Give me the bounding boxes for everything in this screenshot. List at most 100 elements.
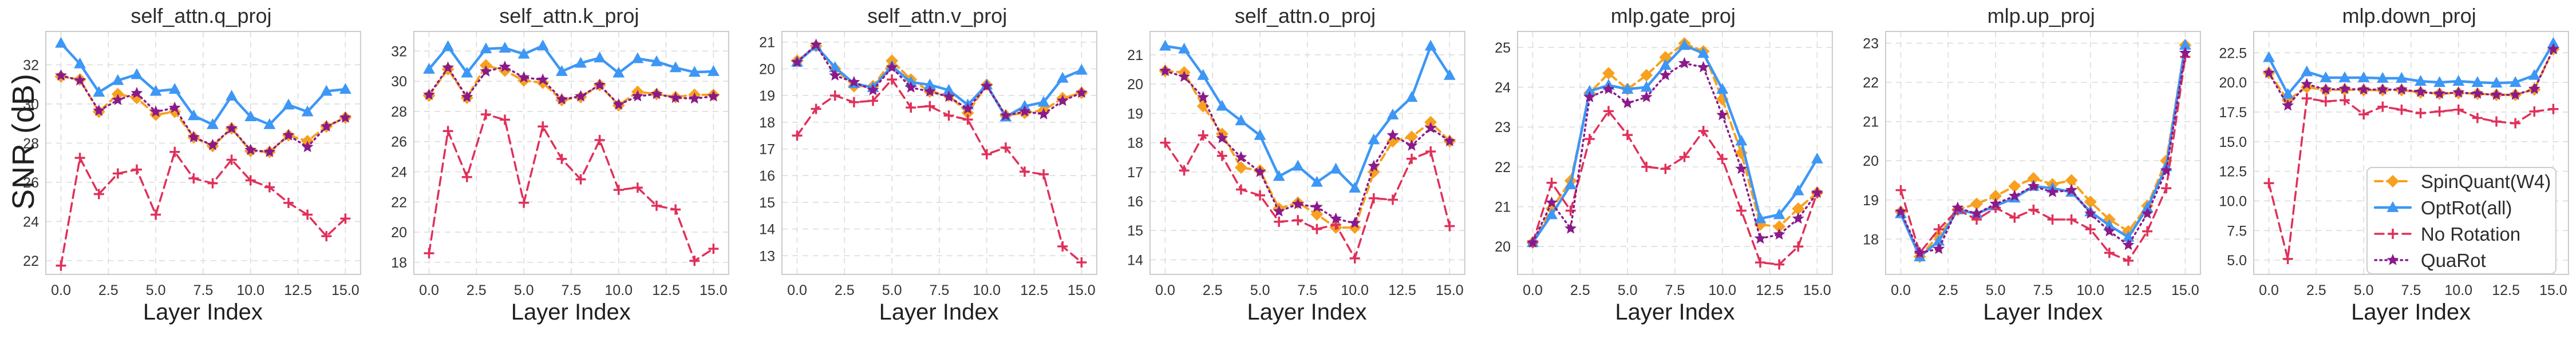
triangle-marker bbox=[613, 66, 625, 78]
y-tick-label: 20 bbox=[391, 225, 407, 241]
star-marker bbox=[1159, 65, 1171, 76]
star-marker bbox=[1291, 198, 1304, 209]
star-marker bbox=[320, 120, 333, 132]
plus-marker bbox=[2142, 226, 2153, 237]
y-tick-label: 24 bbox=[391, 164, 407, 180]
chart-panel-down-proj: mlp.down_proj 5.0 7.5 10.0 12.5 15.0 17.5 20.0… bbox=[2208, 0, 2576, 343]
star-marker bbox=[2028, 180, 2040, 192]
triangle-marker bbox=[112, 74, 124, 85]
triangle-marker bbox=[1678, 39, 1691, 50]
series-optrot-all- bbox=[422, 39, 720, 78]
series-optrot-all- bbox=[1527, 39, 1824, 248]
x-tick-label: 0.0 bbox=[1891, 282, 1911, 298]
plus-marker bbox=[264, 182, 275, 193]
chart-plot: 13 14 15 16 17 18 19 20 21 0.0 2.5 5.0 7.5 10.0 12.5 15… bbox=[759, 31, 1097, 298]
gridlines bbox=[45, 31, 361, 274]
diamond-marker bbox=[1602, 67, 1615, 80]
series-no-rotation bbox=[1527, 106, 1823, 270]
star-marker bbox=[131, 87, 143, 98]
plus-marker bbox=[811, 103, 821, 114]
star-marker bbox=[1254, 165, 1266, 177]
star-marker bbox=[1914, 246, 1926, 258]
series-no-rotation bbox=[2263, 93, 2559, 265]
star-marker bbox=[1811, 186, 1824, 198]
triangle-marker bbox=[1037, 95, 1050, 107]
series-quarot bbox=[2263, 43, 2560, 111]
y-tick-label: 26 bbox=[23, 175, 39, 191]
x-tick-label: 15.0 bbox=[331, 282, 359, 298]
plus-marker bbox=[670, 204, 681, 215]
y-tick-label: 10.0 bbox=[2219, 193, 2247, 209]
triangle-marker bbox=[923, 78, 936, 90]
star-marker bbox=[1386, 129, 1399, 141]
plus-marker bbox=[651, 200, 662, 211]
plus-marker bbox=[74, 153, 85, 163]
star-marker bbox=[1367, 159, 1380, 172]
star-marker bbox=[1754, 232, 1767, 244]
y-tick-label: 24 bbox=[1495, 80, 1511, 96]
triangle-marker bbox=[1329, 162, 1342, 174]
plus-marker bbox=[1179, 165, 1190, 176]
legend-label: No Rotation bbox=[2421, 224, 2520, 245]
star-marker bbox=[517, 71, 530, 83]
star-marker bbox=[1443, 135, 1456, 146]
x-tick-label: 10.0 bbox=[605, 282, 633, 298]
star-marker bbox=[848, 75, 860, 87]
star-marker bbox=[999, 109, 1012, 121]
star-marker bbox=[2160, 164, 2172, 176]
triangle-marker bbox=[2433, 76, 2446, 87]
plus-marker bbox=[1622, 130, 1633, 141]
plus-marker bbox=[93, 189, 104, 200]
series-quarot bbox=[791, 38, 1088, 121]
star-marker bbox=[536, 73, 549, 85]
plus-marker bbox=[226, 154, 237, 165]
x-tick-label: 0.0 bbox=[1523, 282, 1543, 298]
triangle-marker bbox=[442, 40, 454, 51]
star-marker bbox=[593, 78, 606, 90]
plus-marker bbox=[538, 121, 548, 132]
star-marker bbox=[2301, 78, 2313, 90]
triangle-marker bbox=[2528, 69, 2541, 80]
star-marker bbox=[461, 90, 473, 102]
plus-marker bbox=[1076, 257, 1087, 268]
diamond-marker bbox=[1367, 165, 1380, 178]
series-quarot bbox=[1895, 46, 2192, 258]
legend-entry-quarot: QuaRot bbox=[2374, 250, 2486, 271]
y-tick-label: 15 bbox=[759, 195, 775, 211]
plus-marker bbox=[2434, 106, 2445, 117]
triangle-marker bbox=[1367, 133, 1380, 145]
plus-marker bbox=[2388, 229, 2399, 239]
star-marker bbox=[207, 138, 219, 150]
triangle-marker bbox=[2490, 77, 2503, 88]
star-marker bbox=[631, 90, 644, 102]
plus-marker bbox=[2321, 96, 2332, 107]
y-tick-label: 19 bbox=[1127, 106, 1143, 122]
plus-marker bbox=[1406, 153, 1417, 164]
triangle-marker bbox=[1348, 181, 1361, 193]
plus-marker bbox=[792, 130, 803, 141]
star-marker bbox=[93, 104, 105, 116]
chart-title: mlp.gate_proj bbox=[1610, 4, 1736, 27]
legend-entry-spinquant-w4-: SpinQuant(W4) bbox=[2374, 171, 2551, 192]
plus-marker bbox=[1019, 166, 1030, 177]
y-tick-label: 14 bbox=[759, 222, 775, 238]
triangle-marker bbox=[1716, 83, 1729, 94]
chart-title: self_attn.v_proj bbox=[867, 4, 1008, 27]
plus-marker bbox=[2282, 254, 2293, 265]
star-marker bbox=[1527, 236, 1539, 248]
y-tick-label: 28 bbox=[23, 135, 39, 151]
y-tick-label: 16 bbox=[759, 168, 775, 184]
triangle-marker bbox=[650, 55, 663, 66]
y-tick-label: 21 bbox=[1127, 47, 1143, 63]
star-marker bbox=[2103, 225, 2116, 237]
x-tick-label: 0.0 bbox=[2259, 282, 2279, 298]
plus-marker bbox=[2085, 224, 2096, 235]
plus-marker bbox=[2161, 183, 2172, 194]
y-tick-label: 20 bbox=[1127, 77, 1143, 93]
plus-marker bbox=[708, 244, 719, 254]
x-tick-label: 2.5 bbox=[1938, 282, 1958, 298]
plus-marker bbox=[2066, 214, 2077, 225]
diamond-marker bbox=[1659, 51, 1672, 64]
plus-marker bbox=[442, 126, 453, 137]
